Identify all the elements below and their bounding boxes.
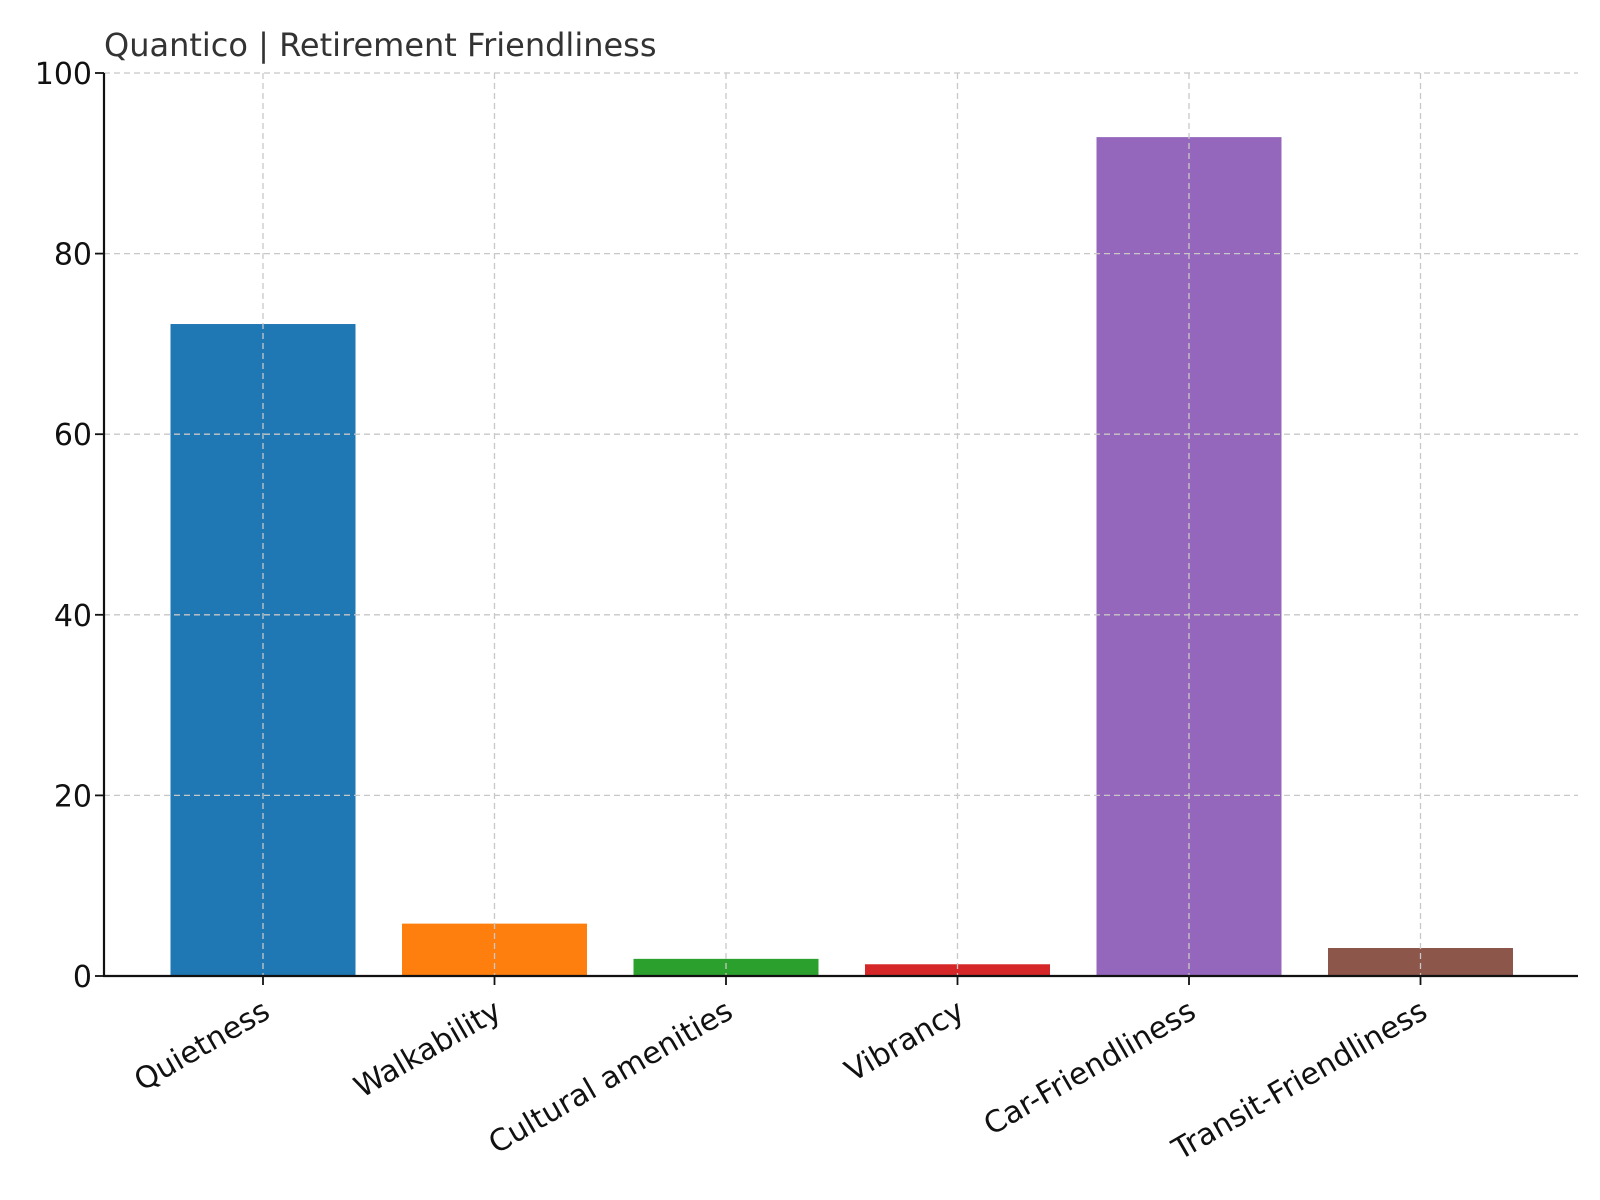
x-tick-label: Vibrancy: [839, 993, 970, 1089]
chart-title: Quantico | Retirement Friendliness: [104, 26, 657, 64]
x-tick-label: Transit-Friendliness: [1166, 993, 1434, 1168]
y-tick-label: 80: [54, 238, 92, 273]
y-axis-ticks: 0 20 40 60 80 100: [35, 57, 104, 995]
axes: [102, 73, 1578, 978]
y-tick-label: 20: [54, 779, 92, 814]
y-tick-label: 60: [54, 418, 92, 453]
bar-transit-friendliness: [1328, 948, 1513, 976]
x-tick-label: Car-Friendliness: [978, 993, 1202, 1142]
bar-vibrancy: [865, 964, 1050, 976]
x-tick-label: Cultural amenities: [483, 993, 739, 1161]
y-tick-label: 0: [73, 960, 92, 995]
y-tick-label: 40: [54, 599, 92, 634]
y-tick-label: 100: [35, 57, 92, 92]
x-tick-label: Walkability: [348, 993, 507, 1105]
x-tick-label: Quietness: [128, 993, 275, 1098]
bars: [170, 137, 1513, 976]
gridlines: [104, 72, 1578, 976]
